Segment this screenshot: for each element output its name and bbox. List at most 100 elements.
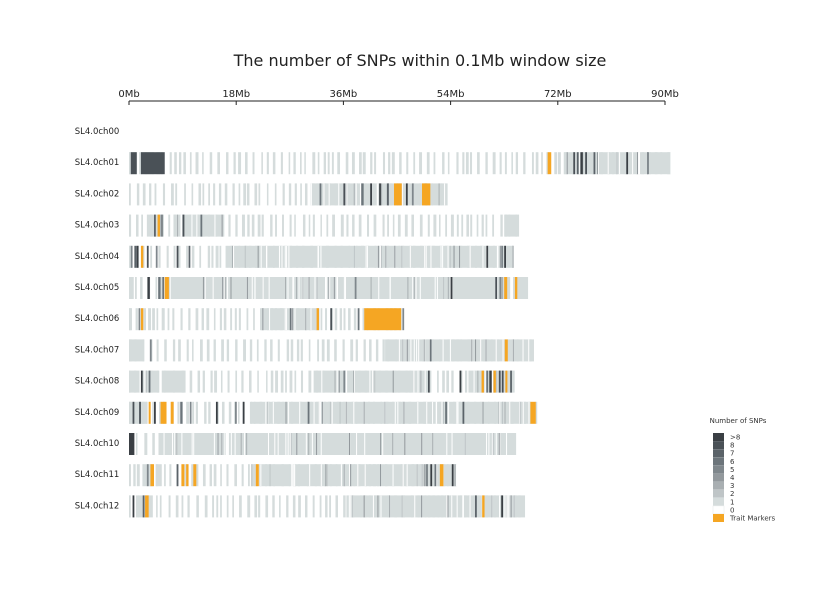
snp-window bbox=[241, 214, 245, 237]
snp-window bbox=[198, 183, 202, 206]
snp-window bbox=[407, 277, 409, 299]
snp-window bbox=[492, 152, 496, 175]
legend-label: 4 bbox=[730, 474, 735, 482]
zero-window bbox=[491, 433, 493, 455]
dense-window bbox=[235, 401, 237, 424]
snp-segment bbox=[292, 464, 457, 487]
snp-window bbox=[512, 339, 514, 362]
snp-window bbox=[413, 152, 416, 175]
snp-window bbox=[363, 401, 365, 424]
snp-window bbox=[350, 464, 352, 487]
legend-swatch bbox=[713, 449, 724, 458]
dense-window bbox=[499, 277, 502, 299]
snp-window bbox=[437, 370, 439, 393]
snp-window bbox=[221, 401, 225, 424]
snp-window bbox=[475, 339, 477, 362]
snp-window bbox=[290, 339, 294, 362]
legend-label: 7 bbox=[730, 450, 734, 458]
snp-window bbox=[557, 152, 561, 175]
snp-window bbox=[382, 214, 385, 237]
zero-window bbox=[376, 183, 378, 206]
snp-window bbox=[353, 308, 357, 331]
snp-window bbox=[317, 152, 320, 175]
snp-window bbox=[337, 152, 341, 175]
snp-window bbox=[172, 339, 176, 362]
snp-window bbox=[223, 308, 227, 331]
zero-window bbox=[457, 401, 459, 424]
zero-window bbox=[191, 433, 193, 455]
dense-window bbox=[501, 495, 504, 518]
legend-title: Number of SNPs bbox=[710, 417, 767, 425]
zero-window bbox=[412, 277, 414, 299]
snp-window bbox=[413, 277, 415, 299]
snp-window bbox=[226, 495, 229, 518]
snp-window bbox=[246, 183, 250, 206]
snp-window bbox=[175, 183, 178, 206]
snp-window bbox=[597, 152, 599, 175]
legend-label: >8 bbox=[730, 434, 740, 442]
snp-window bbox=[459, 245, 461, 268]
snp-window bbox=[351, 495, 353, 518]
dense-window bbox=[462, 401, 465, 424]
dense-window bbox=[129, 433, 135, 455]
zero-window bbox=[372, 370, 374, 393]
zero-window bbox=[321, 370, 323, 393]
snp-window bbox=[421, 433, 423, 455]
snp-window bbox=[345, 152, 349, 175]
trait-marker bbox=[148, 401, 151, 424]
snp-window bbox=[382, 152, 386, 175]
snp-window bbox=[499, 245, 501, 268]
dense-window bbox=[489, 370, 492, 393]
snp-window bbox=[512, 370, 515, 393]
snp-window bbox=[362, 152, 366, 175]
snp-window bbox=[228, 214, 231, 237]
snp-window bbox=[350, 339, 354, 362]
snp-window bbox=[140, 277, 143, 299]
snp-window bbox=[142, 464, 145, 487]
dense-window bbox=[434, 464, 437, 487]
snp-window bbox=[152, 433, 155, 455]
zero-window bbox=[359, 183, 361, 206]
dense-window bbox=[486, 245, 489, 268]
snp-window bbox=[222, 277, 224, 299]
dense-window bbox=[182, 214, 185, 237]
snp-segment bbox=[129, 339, 144, 362]
snp-window bbox=[325, 308, 328, 331]
snp-window bbox=[443, 401, 445, 424]
snp-window bbox=[246, 433, 248, 455]
zero-window bbox=[415, 277, 417, 299]
dense-window bbox=[154, 214, 156, 237]
zero-window bbox=[139, 370, 141, 393]
snp-window bbox=[362, 308, 366, 331]
snp-window bbox=[321, 339, 325, 362]
snp-window bbox=[204, 495, 208, 518]
zero-window bbox=[440, 245, 442, 268]
zero-window bbox=[144, 370, 146, 393]
dense-window bbox=[242, 401, 245, 424]
trait-marker bbox=[160, 401, 167, 424]
dense-window bbox=[585, 152, 587, 175]
zero-window bbox=[451, 433, 453, 455]
trait-marker bbox=[193, 464, 197, 487]
snp-window bbox=[293, 152, 296, 175]
snp-window bbox=[195, 308, 199, 331]
zero-window bbox=[365, 245, 367, 268]
snp-window bbox=[317, 339, 320, 362]
snp-window bbox=[175, 433, 177, 455]
legend-label: 8 bbox=[730, 442, 734, 450]
snp-window bbox=[227, 370, 230, 393]
chromosome-SL4.0ch05: SL4.0ch05 bbox=[75, 277, 529, 299]
legend-label: 5 bbox=[730, 466, 734, 474]
snp-window bbox=[206, 339, 210, 362]
snp-window bbox=[266, 152, 269, 175]
zero-window bbox=[522, 339, 524, 362]
snp-window bbox=[305, 495, 308, 518]
zero-window bbox=[285, 308, 287, 331]
chromosome-label: SL4.0ch07 bbox=[75, 345, 120, 355]
snp-window bbox=[535, 152, 539, 175]
zero-window bbox=[326, 277, 328, 299]
snp-window bbox=[462, 152, 465, 175]
dense-window bbox=[593, 152, 596, 175]
zero-window bbox=[469, 245, 471, 268]
